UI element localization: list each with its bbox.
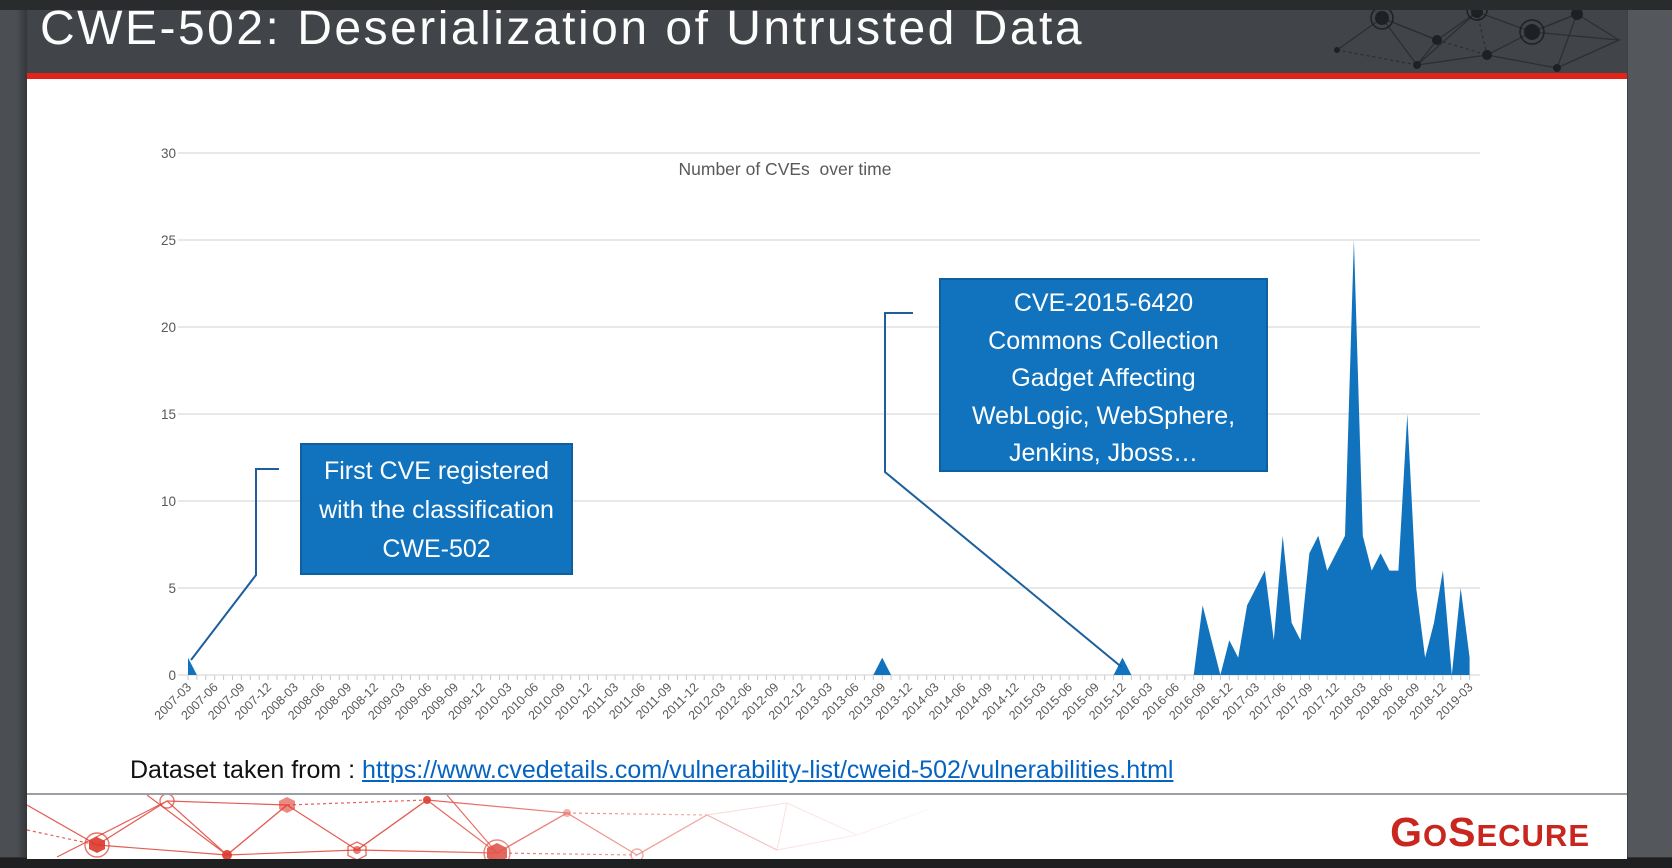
svg-text:10: 10	[161, 494, 176, 509]
callout-line	[884, 312, 1123, 668]
annotation-box-cve-2015-6420: CVE-2015-6420 Commons Collection Gadget …	[939, 278, 1268, 472]
logo-letter: O	[1423, 818, 1449, 853]
window-left-band	[0, 10, 27, 867]
annotation-line: with the classification	[319, 496, 554, 524]
y-axis-labels: 0 5 10 15 20 25 30	[161, 146, 176, 683]
dataset-source-line: Dataset taken from : https://www.cvedeta…	[130, 756, 1173, 785]
chart-title: Number of CVEs over time	[678, 159, 892, 179]
annotation-line: WebLogic, WebSphere,	[971, 401, 1236, 430]
slide-header: CWE-502: Deserialization of Untrusted Da…	[27, 10, 1627, 73]
network-graphic-icon	[1334, 10, 1622, 72]
red-network-graphic-icon	[27, 795, 987, 859]
annotation-line: Gadget Affecting	[1011, 364, 1196, 392]
svg-text:30: 30	[161, 146, 176, 161]
svg-text:5: 5	[168, 581, 176, 596]
svg-text:20: 20	[161, 320, 176, 335]
dataset-source-prefix: Dataset taken from :	[130, 756, 363, 784]
slide-footer: GOSECURE	[27, 793, 1627, 859]
dataset-source-link[interactable]: https://www.cvedetails.com/vulnerability…	[362, 756, 1174, 784]
annotation-line: CVE-2015-6420	[1013, 289, 1194, 317]
annotation-line: CWE-502	[382, 535, 491, 563]
x-axis-ticks	[187, 675, 1471, 680]
logo-letter: G	[1390, 809, 1423, 855]
logo-letter: S	[1448, 809, 1477, 855]
window-right-band	[1627, 10, 1672, 857]
annotation-box-first-cve: First CVE registered with the classifica…	[300, 443, 573, 575]
annotation-line: Commons Collection	[988, 326, 1219, 355]
window-top-edge	[0, 0, 1672, 10]
svg-text:0: 0	[168, 668, 176, 683]
slide-title: CWE-502: Deserialization of Untrusted Da…	[40, 10, 1085, 55]
svg-text:25: 25	[161, 233, 176, 248]
annotation-line: Jenkins, Jboss…	[1009, 439, 1198, 467]
svg-text:15: 15	[161, 407, 176, 422]
title-underline-rule	[27, 73, 1627, 79]
gosecure-logo: GOSECURE	[1390, 809, 1590, 856]
annotation-line: First CVE registered	[323, 457, 550, 485]
slide: CWE-502: Deserialization of Untrusted Da…	[27, 10, 1627, 859]
cve-area-series	[188, 240, 1470, 675]
callout-line	[190, 468, 279, 661]
logo-letters: ECURE	[1476, 818, 1590, 853]
x-axis-labels: 2007-032007-062007-092007-122008-032008-…	[152, 680, 1476, 722]
